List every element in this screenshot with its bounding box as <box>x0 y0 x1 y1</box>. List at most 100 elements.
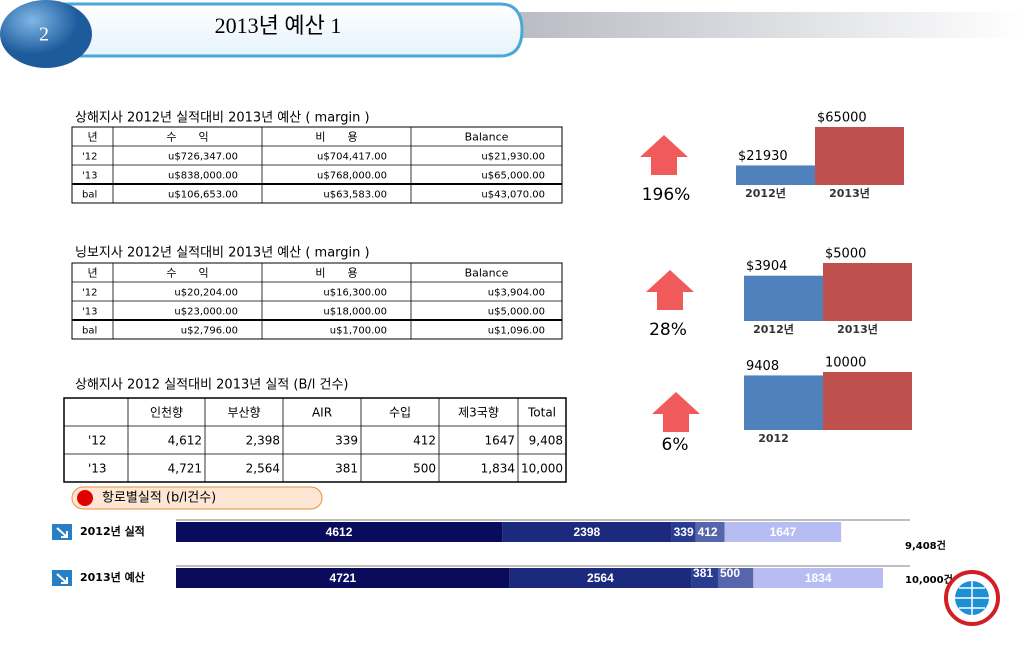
table-cell: u$3,904.00 <box>488 288 545 299</box>
table-cell: u$18,000.00 <box>323 307 387 318</box>
column-header: 비 용 <box>315 267 357 280</box>
page-title: 2013년 예산 1 <box>215 13 342 38</box>
table-cell: '13 <box>88 462 107 476</box>
segment-label: 1834 <box>805 571 832 585</box>
bar <box>744 375 823 430</box>
table-cell: u$20,204.00 <box>174 288 238 299</box>
table-cell: u$43,070.00 <box>481 190 545 201</box>
segment <box>502 522 672 542</box>
bar <box>823 263 912 321</box>
row-label: 2012년 실적 <box>80 524 145 538</box>
total-label: 9,408건 <box>905 539 946 552</box>
category-label: 2012년 <box>753 322 794 336</box>
pill-dot <box>77 490 93 506</box>
table-cell: 4,612 <box>168 434 202 448</box>
section-pill <box>71 486 323 510</box>
table-cell: u$5,000.00 <box>488 307 545 318</box>
section-title: 항로별실적 (b/l건수) <box>102 491 216 506</box>
column-header: Balance <box>465 131 509 144</box>
bar <box>823 372 912 430</box>
up-arrow <box>646 270 694 310</box>
bar <box>736 165 815 185</box>
segment-label: 4612 <box>326 525 353 539</box>
category-label: 2012 <box>758 432 789 445</box>
header-bar <box>520 12 1024 38</box>
column-header: 인천향 <box>150 405 183 420</box>
table-cell: 1647 <box>484 434 515 448</box>
segment <box>176 568 510 588</box>
column-header: Balance <box>465 267 509 280</box>
table-cell: 4,721 <box>168 462 202 476</box>
table-cell: u$1,700.00 <box>330 326 387 337</box>
segment-label: 500 <box>720 566 740 580</box>
segment <box>695 522 725 542</box>
segment <box>509 568 692 588</box>
table-cell: 381 <box>335 462 358 476</box>
table-cell: '13 <box>82 307 97 318</box>
value-label: 9408 <box>746 359 779 374</box>
table-cell: 2,398 <box>246 434 280 448</box>
title-tab <box>58 2 524 58</box>
total-label: 10,000건 <box>905 573 953 586</box>
row-label: 2013년 예산 <box>80 570 145 584</box>
column-header: 수 익 <box>166 267 208 280</box>
column-header: AIR <box>312 406 332 420</box>
bar <box>744 275 823 321</box>
category-label: 2013년 <box>829 186 870 200</box>
column-header: 제3국향 <box>458 406 499 420</box>
table-title: 상해지사 2012년 실적대비 2013년 예산 ( margin ) <box>75 111 370 126</box>
change-percent: 28% <box>649 320 687 340</box>
table-cell: u$21,930.00 <box>481 152 545 163</box>
bar <box>815 127 904 185</box>
table-cell: 2,564 <box>246 462 280 476</box>
segment <box>176 522 503 542</box>
column-header: 년 <box>87 267 97 280</box>
table-frame <box>63 397 567 483</box>
table-cell: '12 <box>82 152 97 163</box>
table-cell: u$23,000.00 <box>174 307 238 318</box>
table-cell: 339 <box>335 434 358 448</box>
table-cell: bal <box>82 190 97 201</box>
change-percent: 6% <box>662 435 689 455</box>
column-header: 년 <box>87 131 97 144</box>
table-title: 상해지사 2012 실적대비 2013년 실적 (B/l 건수) <box>75 378 349 393</box>
value-label: $5000 <box>825 247 866 262</box>
table-cell: 412 <box>413 434 436 448</box>
segment-label: 381 <box>693 566 713 580</box>
value-label: 10000 <box>825 356 866 371</box>
value-label: $21930 <box>738 149 788 164</box>
table-cell: u$1,096.00 <box>488 326 545 337</box>
table-cell: 500 <box>413 462 436 476</box>
page-badge <box>0 0 92 68</box>
table-cell: '12 <box>88 434 107 448</box>
segment <box>753 568 883 588</box>
category-label: 2013년 <box>837 322 878 336</box>
segment <box>724 522 842 542</box>
segment-label: 1647 <box>770 525 797 539</box>
logo <box>944 570 1000 626</box>
page-number: 2 <box>39 24 49 46</box>
table-cell: '12 <box>82 288 97 299</box>
table-cell: u$106,653.00 <box>168 190 238 201</box>
table-cell: '13 <box>82 171 97 182</box>
table-cell: u$2,796.00 <box>181 326 238 337</box>
table-cell: u$768,000.00 <box>317 171 387 182</box>
change-percent: 196% <box>642 185 691 205</box>
icon-arrow <box>56 527 68 538</box>
table-cell: u$704,417.00 <box>317 152 387 163</box>
table-cell: u$65,000.00 <box>481 171 545 182</box>
segment <box>671 522 696 542</box>
segment-label: 339 <box>674 525 694 539</box>
category-label: 2012년 <box>745 186 786 200</box>
segment <box>691 568 718 588</box>
column-header: 부산향 <box>227 406 260 420</box>
column-header: Total <box>527 406 556 420</box>
segment <box>717 568 754 588</box>
segment-label: 2398 <box>573 525 600 539</box>
table-cell: 10,000 <box>521 462 563 476</box>
up-arrow <box>640 135 688 175</box>
value-label: $65000 <box>817 111 867 126</box>
table-title: 닝보지사 2012년 실적대비 2013년 예산 ( margin ) <box>75 246 370 261</box>
table-cell: 1,834 <box>481 462 515 476</box>
column-header: 수 익 <box>166 131 208 144</box>
